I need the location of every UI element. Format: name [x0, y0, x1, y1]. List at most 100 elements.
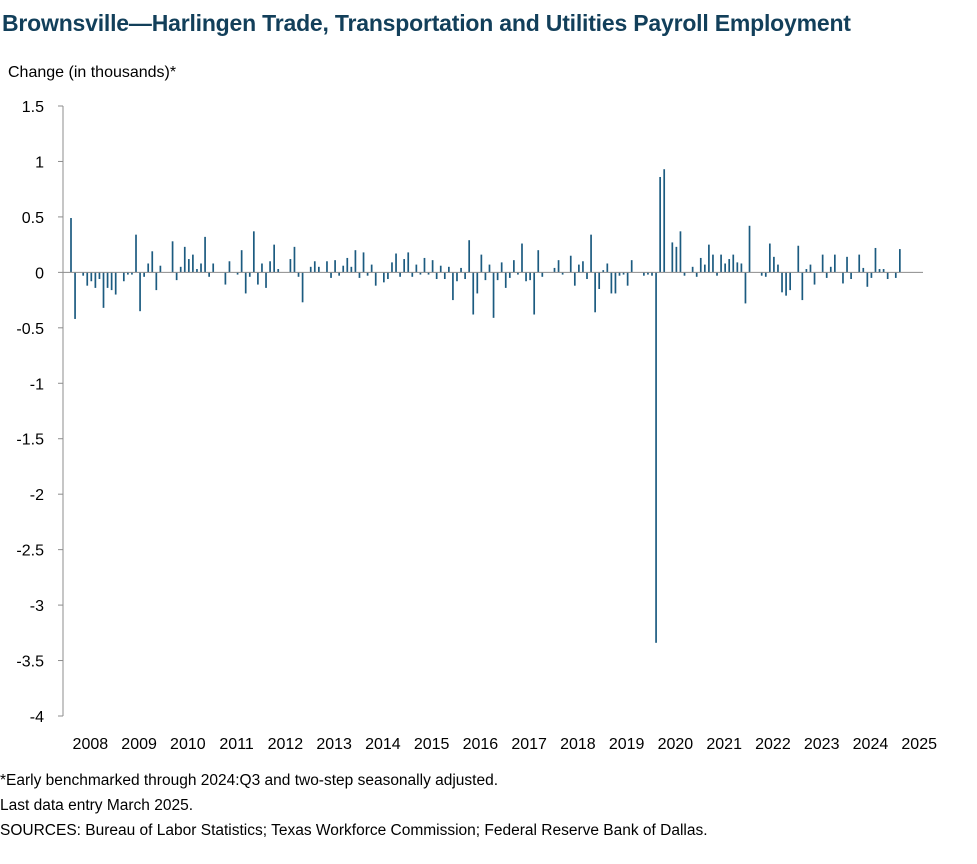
bar [415, 264, 418, 273]
bar [82, 272, 85, 276]
bar [630, 260, 633, 273]
x-tick-label: 2014 [365, 736, 401, 753]
bar [228, 261, 231, 273]
bar [695, 272, 698, 277]
x-tick-label: 2011 [219, 736, 254, 753]
bar [529, 272, 531, 281]
bar [448, 266, 450, 273]
bar [557, 260, 560, 273]
bar [297, 272, 300, 277]
bar [675, 246, 678, 273]
bar [606, 263, 609, 273]
bar [720, 254, 722, 273]
x-tick-label: 2023 [804, 736, 840, 753]
bar [269, 261, 271, 273]
bar [671, 242, 674, 273]
bar [748, 225, 751, 273]
bar [131, 272, 133, 275]
bar [151, 251, 154, 273]
bar [647, 272, 649, 275]
bar [785, 272, 787, 296]
bar [407, 252, 410, 273]
bar [573, 272, 576, 286]
bar [724, 263, 726, 273]
x-tick-label: 2025 [901, 736, 937, 753]
bar [679, 231, 682, 273]
x-tick-label: 2016 [463, 736, 499, 753]
bar [74, 272, 76, 319]
bar [618, 272, 621, 276]
bar [496, 272, 499, 281]
bar [106, 272, 109, 288]
bar [858, 254, 861, 273]
footnotes: *Early benchmarked through 2024:Q3 and t… [0, 768, 708, 843]
bar [537, 250, 540, 273]
bar [500, 262, 503, 273]
x-tick-label: 2015 [414, 736, 450, 753]
bar [643, 272, 645, 276]
bar [240, 250, 243, 273]
bar [614, 272, 617, 294]
bar [265, 272, 267, 288]
bar [431, 260, 434, 273]
x-tick-label: 2012 [268, 736, 304, 753]
bar [541, 272, 544, 277]
y-tick-label: 0.5 [22, 210, 44, 227]
bar [114, 272, 117, 295]
bar [362, 252, 365, 273]
bar [358, 272, 361, 278]
x-tick-label: 2018 [560, 736, 596, 753]
bar [842, 272, 844, 284]
bar [610, 272, 613, 294]
chart-title: Brownsville—Harlingen Trade, Transportat… [2, 10, 851, 36]
footnote-last-entry: Last data entry March 2025. [0, 797, 194, 814]
bar [423, 257, 426, 273]
bar [480, 254, 483, 273]
bar [204, 236, 206, 273]
bar [224, 272, 227, 285]
bar [179, 266, 182, 273]
bar [435, 272, 438, 280]
bar [370, 264, 373, 273]
bar [703, 264, 706, 273]
bar [598, 272, 601, 289]
bar [773, 256, 775, 273]
bar [212, 263, 215, 273]
bar [452, 272, 454, 301]
bar [805, 269, 808, 273]
bar [626, 272, 629, 286]
y-tick-label: -1 [30, 376, 44, 393]
bar [236, 272, 239, 275]
bar [419, 272, 422, 275]
bar [293, 246, 296, 273]
bar [187, 259, 190, 273]
bar [521, 243, 523, 273]
bar [862, 267, 865, 273]
bar [391, 262, 393, 273]
bar [244, 272, 247, 294]
bar [399, 272, 401, 277]
bar [801, 272, 804, 301]
bar [143, 272, 145, 277]
bar [699, 257, 702, 273]
bar [874, 247, 877, 273]
bar [102, 272, 105, 308]
bar [850, 272, 852, 280]
bar [582, 261, 584, 273]
bar [777, 264, 779, 273]
bar [789, 272, 792, 291]
bar [472, 272, 475, 315]
bar [208, 272, 210, 277]
bar [655, 272, 657, 643]
bar [484, 272, 487, 281]
bar [894, 272, 897, 278]
bar [200, 263, 202, 273]
bar [252, 231, 255, 273]
bar [155, 272, 158, 291]
bar [309, 266, 312, 273]
bar [330, 272, 332, 278]
bar [411, 272, 414, 277]
bar [139, 272, 141, 312]
y-axis-ticks: 1.5 1 0.5 0 -0.5 -1 -1.5 -2 -2.5 -3 -3.5 -4 [16, 99, 63, 726]
